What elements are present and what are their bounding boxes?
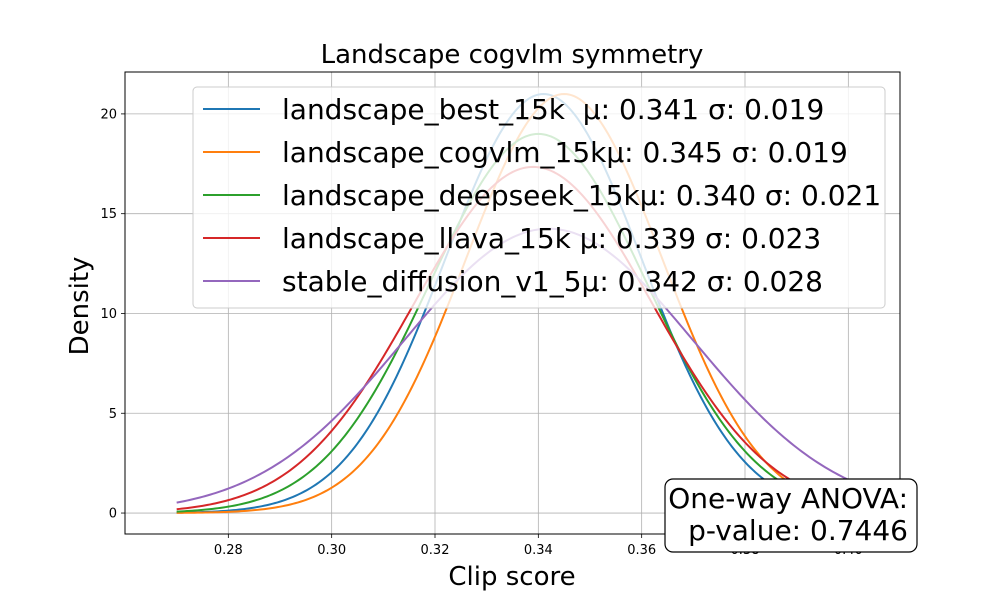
- anova-box-frame: [664, 478, 918, 553]
- y-axis-title: Density: [65, 257, 95, 356]
- legend-label-landscape-deepseek-15k: landscape_deepseek_15kμ: 0.340 σ: 0.021: [282, 179, 881, 212]
- y-tick-label: 10: [100, 307, 117, 322]
- x-tick-label: 0.36: [627, 543, 656, 558]
- legend-label-landscape-llava-15k: landscape_llava_15k μ: 0.339 σ: 0.023: [282, 222, 821, 255]
- y-tick-label: 5: [109, 407, 117, 422]
- anova-annotation: One-way ANOVA: p-value: 0.7446: [664, 478, 918, 553]
- y-tick-label: 20: [100, 107, 117, 122]
- x-axis-title: Clip score: [448, 562, 575, 592]
- legend-box: [192, 86, 886, 309]
- x-tick-label: 0.28: [214, 543, 243, 558]
- chart-title: Landscape cogvlm symmetry: [321, 40, 704, 70]
- x-tick-label: 0.30: [317, 543, 346, 558]
- legend-label-stable-diffusion-v1-5: stable_diffusion_v1_5μ: 0.342 σ: 0.028: [282, 265, 823, 298]
- x-tick-label: 0.32: [421, 543, 450, 558]
- legend: landscape_best_15k μ: 0.341 σ: 0.019 land…: [192, 86, 886, 309]
- anova-title: One-way ANOVA:: [668, 482, 908, 515]
- y-tick-label: 15: [100, 207, 117, 222]
- legend-label-landscape-cogvlm-15k: landscape_cogvlm_15kμ: 0.345 σ: 0.019: [282, 136, 848, 169]
- x-tick-label: 0.34: [524, 543, 553, 558]
- y-tick-label: 0: [109, 507, 117, 522]
- anova-p-value: p-value: 0.7446: [688, 514, 908, 547]
- plot-frame: [124, 71, 901, 535]
- legend-label-landscape-best-15k: landscape_best_15k μ: 0.341 σ: 0.019: [282, 93, 824, 126]
